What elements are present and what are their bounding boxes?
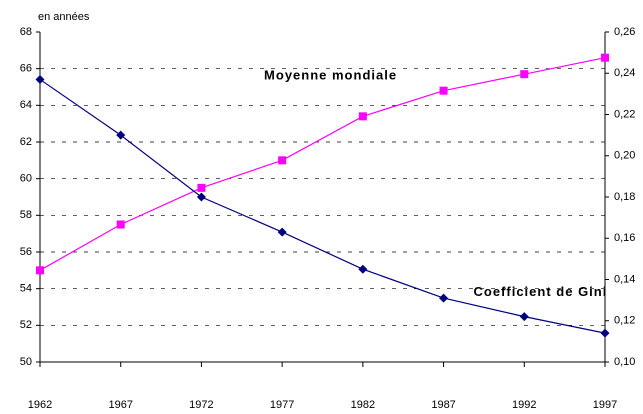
marker [116,220,125,229]
marker [439,86,448,95]
y-tick-label: 54 [20,283,32,295]
marker [520,70,529,79]
marker [519,312,529,322]
marker [600,328,610,338]
series-annotation: Moyenne mondiale [264,67,397,82]
y2-tick-label: 0,12 [614,315,635,327]
y2-tick-label: 0,22 [614,108,635,120]
marker [36,266,44,275]
x-tick-label: 1997 [593,399,617,411]
x-tick-label: 1967 [108,399,132,411]
x-tick-label: 1962 [28,399,52,411]
marker [358,264,368,274]
y-tick-label: 62 [20,136,32,148]
marker [197,183,206,192]
x-tick-label: 1982 [351,399,375,411]
series-annotation: Coefficient de Gini [474,284,608,299]
y-tick-label: 52 [20,319,32,331]
y2-tick-label: 0,26 [614,26,635,38]
y2-tick-label: 0,24 [614,67,635,79]
marker [358,112,367,121]
y-tick-label: 68 [20,26,32,38]
x-tick-label: 1977 [270,399,294,411]
y-tick-label: 64 [20,99,32,111]
marker [35,74,45,84]
y-tick-label: 58 [20,209,32,221]
marker [196,192,206,202]
marker [439,293,449,303]
marker [116,130,126,140]
marker [601,53,609,62]
x-tick-label: 1987 [431,399,455,411]
y2-tick-label: 0,14 [614,273,635,285]
y2-tick-label: 0,16 [614,232,635,244]
y2-tick-label: 0,18 [614,191,635,203]
series-line [39,57,606,271]
y2-tick-label: 0,10 [614,356,635,368]
y-tick-label: 56 [20,246,32,258]
y-tick-label: 60 [20,173,32,185]
marker [277,227,287,237]
y-tick-label: 66 [20,63,32,75]
series-line [39,78,606,334]
y2-tick-label: 0,20 [614,150,635,162]
y-axis-label: en années [38,11,90,23]
x-tick-label: 1972 [189,399,213,411]
marker [278,156,287,165]
x-tick-label: 1992 [512,399,536,411]
y-tick-label: 50 [20,356,32,368]
